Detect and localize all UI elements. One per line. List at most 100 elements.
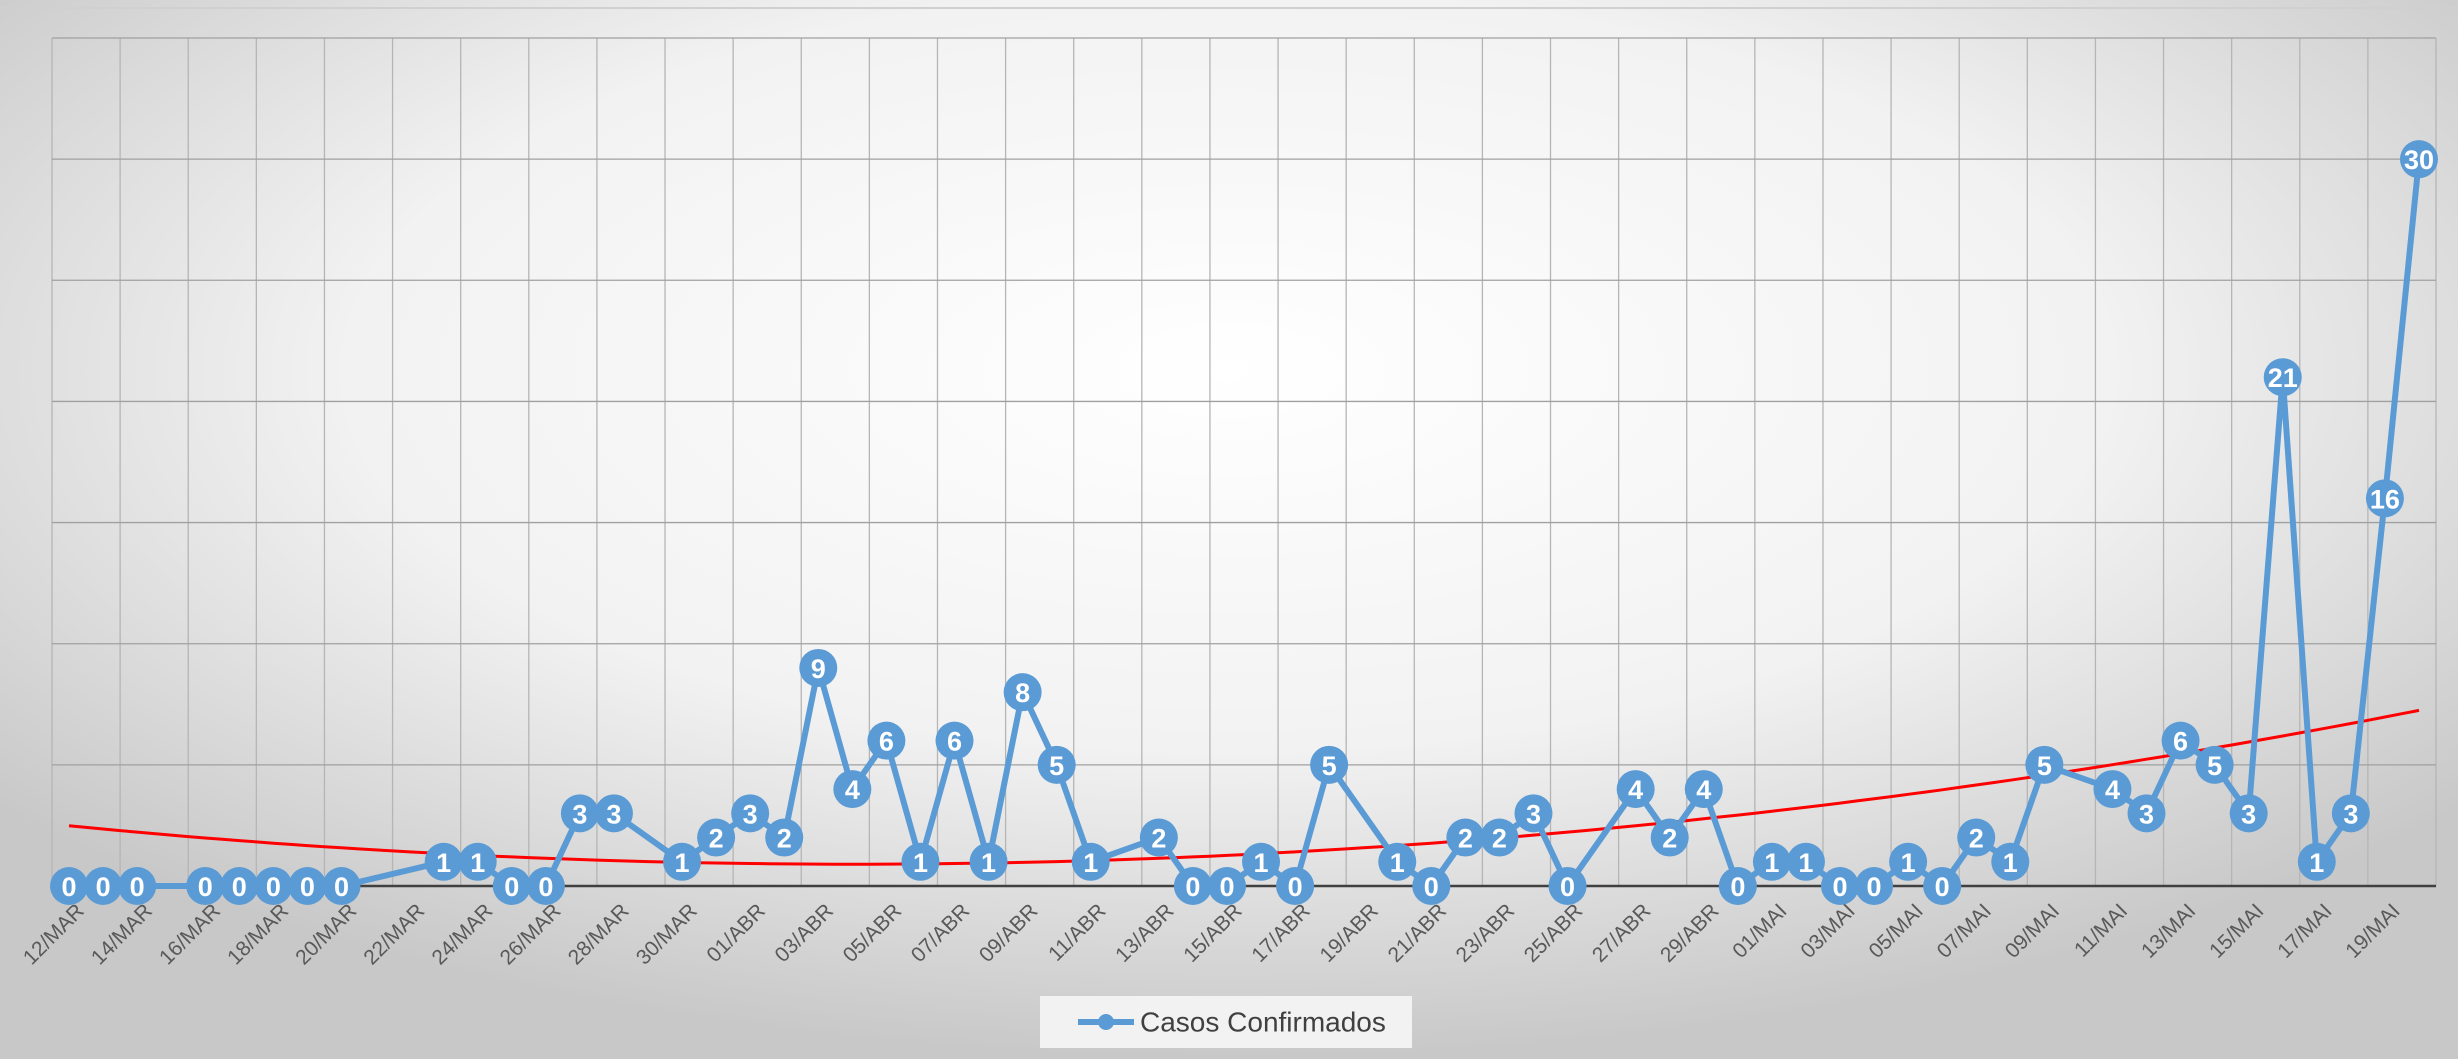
data-point (2127, 794, 2166, 833)
data-label: 0 (232, 872, 247, 902)
data-label: 1 (470, 848, 485, 878)
data-label: 4 (2105, 775, 2120, 805)
data-point (1310, 745, 1349, 784)
data-point (1514, 794, 1553, 833)
data-point (492, 867, 531, 905)
data-label: 4 (1696, 775, 1711, 805)
data-point (901, 842, 940, 881)
data-label: 6 (879, 727, 894, 757)
data-label: 0 (300, 872, 315, 902)
data-point (560, 794, 599, 833)
data-point (594, 794, 633, 833)
data-point (2161, 721, 2200, 760)
data-label: 1 (1798, 848, 1813, 878)
data-point (2195, 745, 2234, 784)
legend: Casos Confirmados (1040, 996, 1412, 1048)
legend-marker (1098, 1014, 1114, 1030)
data-label: 16 (2370, 484, 2400, 514)
data-point (2365, 479, 2404, 518)
data-label: 1 (1254, 848, 1269, 878)
data-label: 0 (62, 872, 77, 902)
data-label: 0 (1867, 872, 1882, 902)
data-label: 2 (777, 824, 792, 854)
data-label: 1 (436, 848, 451, 878)
data-point (186, 867, 225, 905)
data-label: 3 (1526, 799, 1541, 829)
data-label: 0 (334, 872, 349, 902)
data-label: 5 (1049, 751, 1064, 781)
data-label: 1 (2003, 848, 2018, 878)
data-label: 2 (1151, 824, 1166, 854)
data-point (322, 867, 361, 905)
data-point (663, 842, 702, 881)
data-point (2229, 794, 2268, 833)
data-point (1071, 842, 1110, 881)
data-point (697, 818, 736, 857)
data-point (731, 794, 770, 833)
data-point (2297, 842, 2336, 881)
data-label: 0 (538, 872, 553, 902)
data-label: 5 (2037, 751, 2052, 781)
data-point (1752, 842, 1791, 881)
data-label: 2 (1458, 824, 1473, 854)
data-point (220, 867, 259, 905)
data-point (2093, 770, 2132, 809)
data-label: 2 (1492, 824, 1507, 854)
data-label: 1 (1764, 848, 1779, 878)
data-label: 3 (2241, 799, 2256, 829)
data-label: 0 (198, 872, 213, 902)
data-label: 1 (981, 848, 996, 878)
data-label: 3 (2139, 799, 2154, 829)
data-point (1446, 818, 1485, 857)
data-point (526, 867, 565, 905)
data-point (2399, 140, 2438, 179)
data-label: 5 (1322, 751, 1337, 781)
data-point (1207, 867, 1246, 905)
data-point (1276, 867, 1315, 905)
data-point (1548, 867, 1587, 905)
data-label: 3 (606, 799, 621, 829)
data-point (1037, 745, 1076, 784)
data-label: 3 (2343, 799, 2358, 829)
data-label: 6 (947, 727, 962, 757)
data-point (969, 842, 1008, 881)
data-point (2331, 794, 2370, 833)
data-label: 3 (572, 799, 587, 829)
data-point (2025, 745, 2064, 784)
data-label: 1 (2309, 848, 2324, 878)
data-point (288, 867, 327, 905)
data-label: 0 (266, 872, 281, 902)
data-label: 9 (811, 654, 826, 684)
data-label: 4 (845, 775, 860, 805)
data-label: 0 (1219, 872, 1234, 902)
data-label: 0 (1730, 872, 1745, 902)
data-point (1378, 842, 1417, 881)
data-label: 8 (1015, 678, 1030, 708)
data-label: 3 (743, 799, 758, 829)
data-point (765, 818, 804, 857)
data-point (1480, 818, 1519, 857)
data-label: 21 (2268, 363, 2298, 393)
data-point (867, 721, 906, 760)
data-label: 1 (1390, 848, 1405, 878)
data-label: 1 (1901, 848, 1916, 878)
data-point (2263, 358, 2302, 397)
data-label: 0 (504, 872, 519, 902)
data-point (1684, 770, 1723, 809)
data-point (1821, 867, 1859, 905)
data-point (1718, 867, 1757, 905)
data-label: 1 (1083, 848, 1098, 878)
data-point (1003, 673, 1042, 712)
data-label: 0 (1424, 872, 1439, 902)
data-label: 0 (1935, 872, 1950, 902)
data-label: 5 (2207, 751, 2222, 781)
data-point (1957, 818, 1996, 857)
data-point (424, 842, 463, 881)
legend-label: Casos Confirmados (1140, 1007, 1386, 1038)
data-point (935, 721, 974, 760)
data-point (254, 867, 293, 905)
data-point (84, 867, 123, 905)
data-point (1650, 818, 1689, 857)
